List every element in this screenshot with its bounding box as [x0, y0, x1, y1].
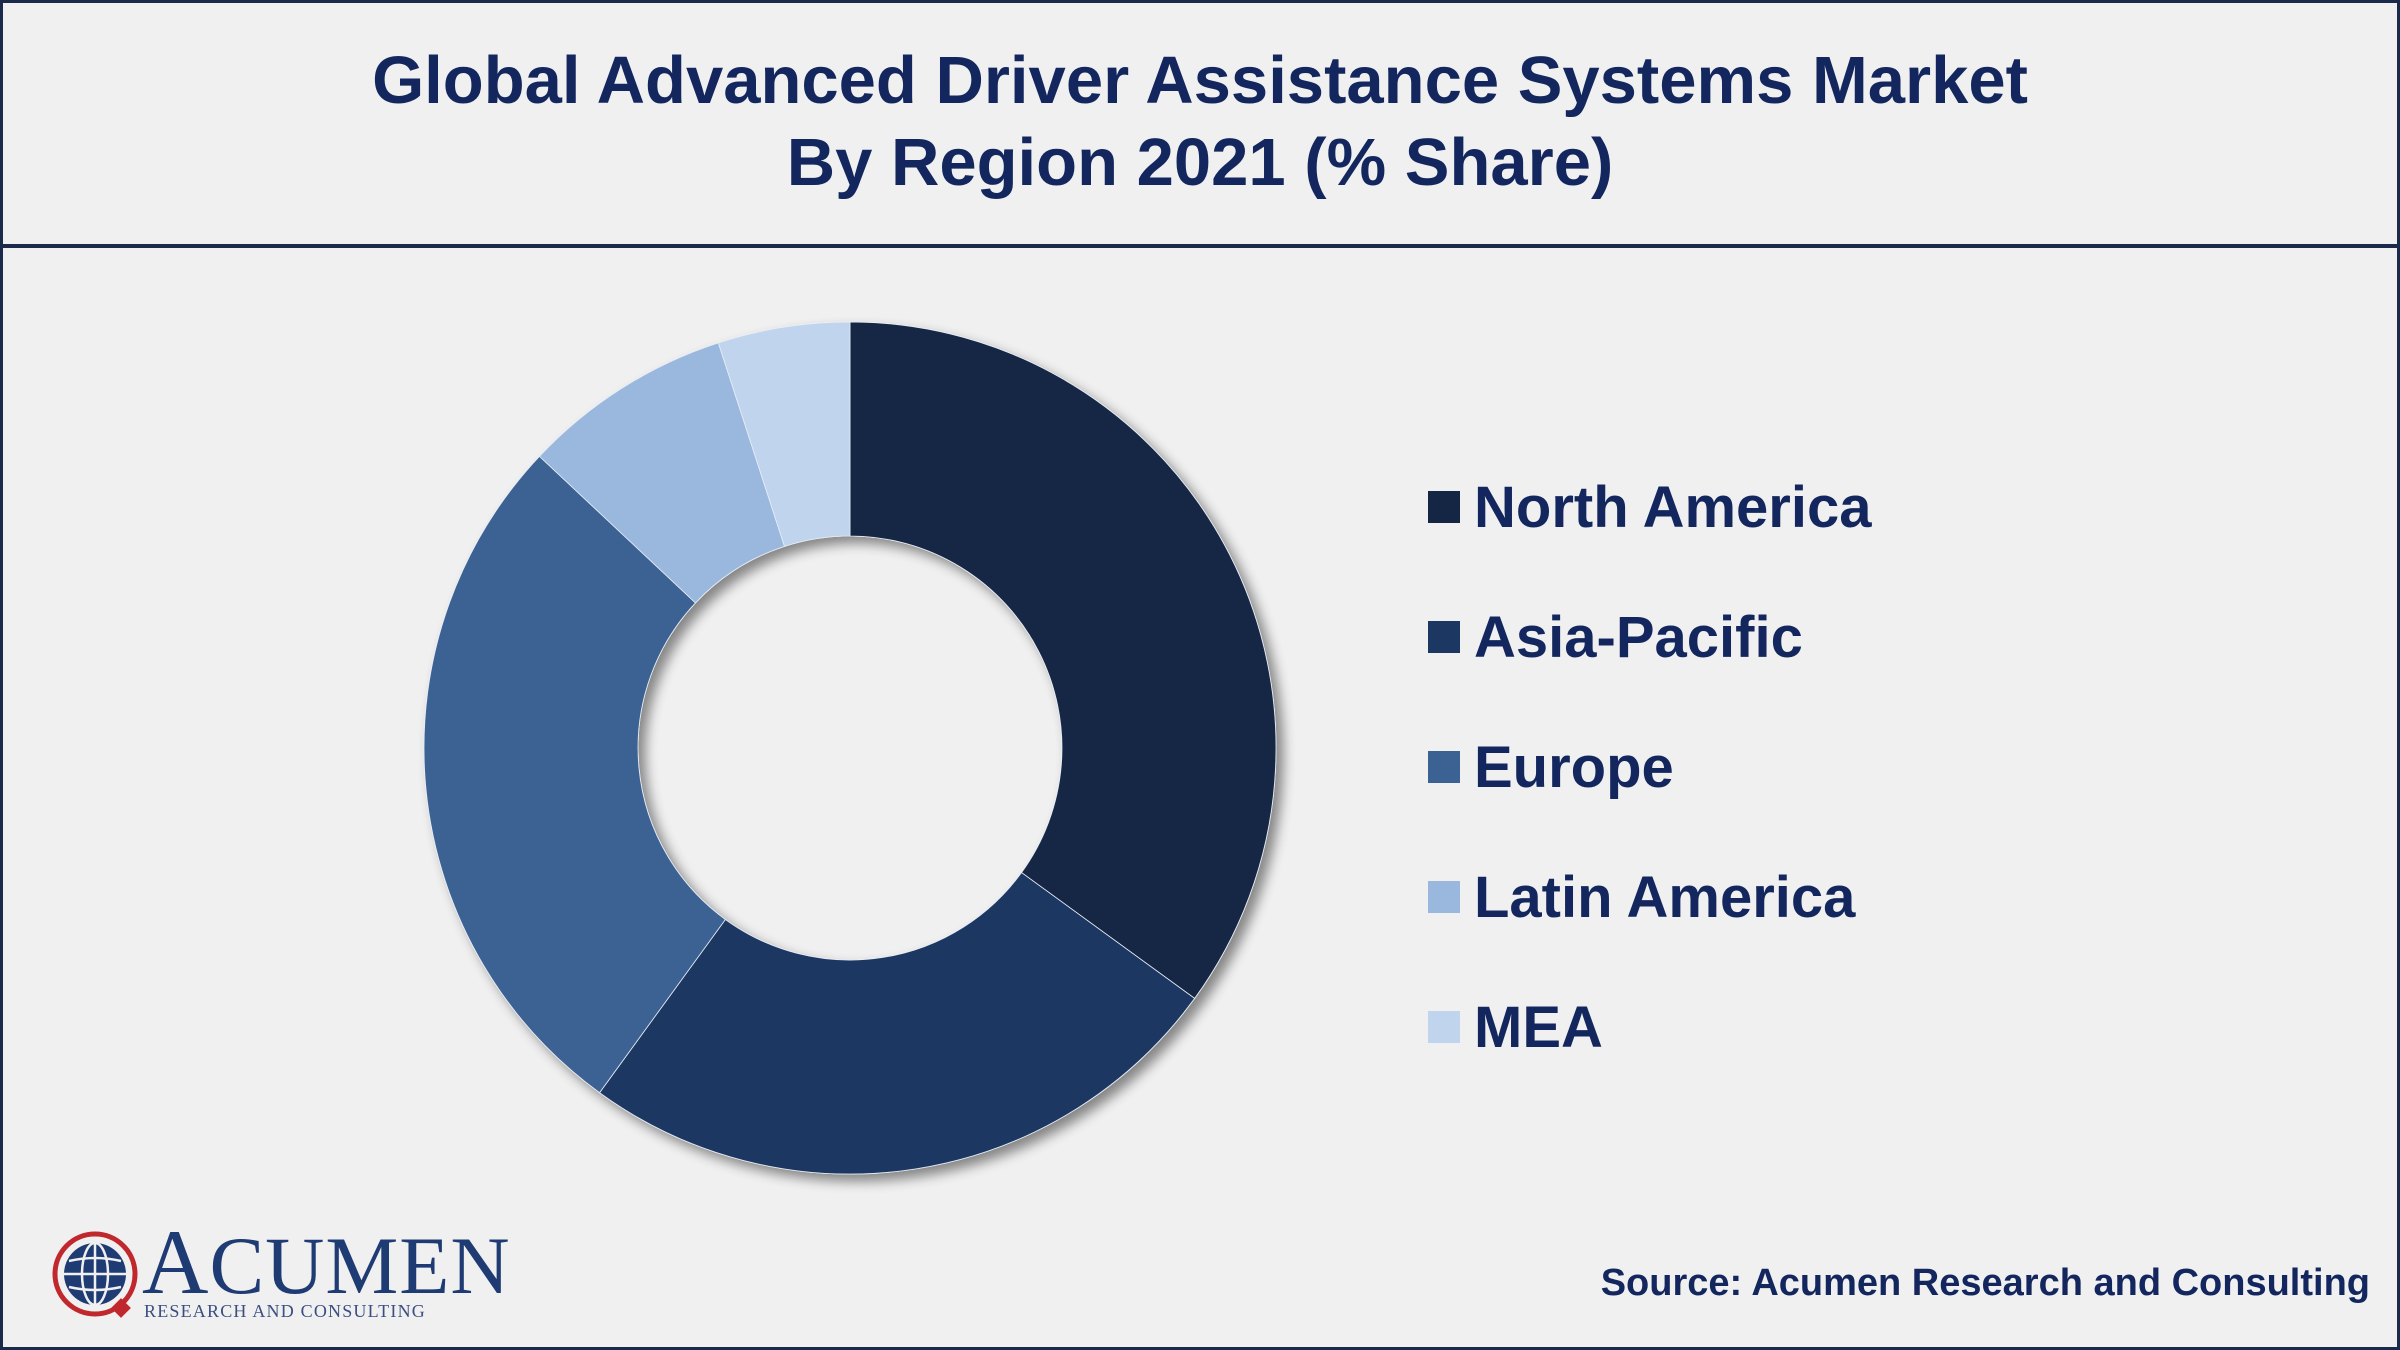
source-note: Source: Acumen Research and Consulting: [1600, 1262, 2370, 1304]
donut-slice-mea: [717, 321, 851, 547]
legend-swatch-north-america: [1428, 491, 1460, 523]
legend-item-mea: MEA: [1428, 962, 1872, 1092]
legend-item-asia-pacific: Asia-Pacific: [1428, 572, 1872, 702]
legend-label-latin-america: Latin America: [1474, 864, 1856, 930]
legend-swatch-europe: [1428, 751, 1460, 783]
legend-item-north-america: North America: [1428, 442, 1872, 572]
chart-title-line-1: Global Advanced Driver Assistance System…: [372, 43, 2028, 118]
legend-item-europe: Europe: [1428, 702, 1872, 832]
legend-label-north-america: North America: [1474, 474, 1872, 540]
donut-slice-asia-pacific: [599, 872, 1196, 1175]
title-band: Global Advanced Driver Assistance System…: [0, 0, 2400, 248]
legend-swatch-mea: [1428, 1011, 1460, 1043]
globe-icon: [52, 1231, 138, 1318]
legend-label-europe: Europe: [1474, 734, 1674, 800]
donut-slices: [423, 321, 1277, 1175]
legend-swatch-latin-america: [1428, 881, 1460, 913]
legend-label-asia-pacific: Asia-Pacific: [1474, 604, 1803, 670]
chart-title-line-2: By Region 2021 (% Share): [786, 125, 1614, 200]
legend-item-latin-america: Latin America: [1428, 832, 1872, 962]
logo-wordmark-initial: A: [142, 1211, 210, 1313]
legend-swatch-asia-pacific: [1428, 621, 1460, 653]
donut-slice-europe: [423, 455, 726, 1094]
donut-slice-north-america: [849, 321, 1277, 999]
chart-legend: North America Asia-Pacific Europe Latin …: [1428, 442, 1872, 1092]
legend-label-mea: MEA: [1474, 994, 1603, 1060]
acumen-logo: ACUMEN RESEARCH AND CONSULTING: [50, 1216, 510, 1325]
logo-subtitle: RESEARCH AND CONSULTING: [144, 1301, 426, 1321]
logo-wordmark-rest: CUMEN: [209, 1220, 511, 1311]
logo-wordmark: ACUMEN: [142, 1216, 511, 1311]
